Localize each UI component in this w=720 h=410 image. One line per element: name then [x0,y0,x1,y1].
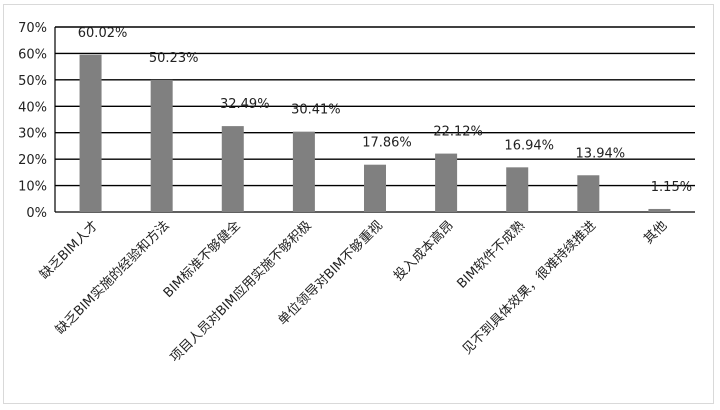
bar [221,126,244,212]
category-label: 缺乏BIM实施的经验和方法 [52,218,172,338]
bar [364,164,386,212]
bars [79,54,671,212]
y-tick-label: 50% [18,74,47,89]
category-label: 其他 [641,218,670,247]
data-label: 32.49% [220,97,270,112]
y-tick-label: 60% [18,47,47,62]
category-label: 投入成本高昂 [390,218,456,284]
data-label: 16.94% [504,138,554,153]
y-tick-label: 30% [18,127,47,142]
bar [292,131,315,212]
y-axis-ticks: 0% 10% 20% 30% 40% 50% 60% 70% [18,21,47,221]
category-labels: 缺乏BIM人才缺乏BIM实施的经验和方法BIM标准不够健全项目人员对BIM应用实… [37,218,670,366]
data-label: 13.94% [576,146,626,161]
data-labels: 60.02% 50.23% 32.49% 30.41% 17.86% 22.12% 16.9… [78,26,692,195]
data-label: 1.15% [651,180,692,195]
bar [648,208,671,212]
y-tick-label: 40% [18,100,47,115]
bar [506,167,529,212]
category-label: BIM标准不够健全 [160,218,243,301]
category-label: 缺乏BIM人才 [37,218,101,282]
bar [435,153,458,212]
y-tick-label: 10% [18,180,47,195]
data-label: 22.12% [433,125,483,140]
bar [150,79,173,212]
data-label: 60.02% [78,26,128,41]
bar [79,54,102,212]
y-tick-label: 0% [26,206,47,221]
category-label: BIM软件不成熟 [454,218,528,292]
data-label: 17.86% [362,136,412,151]
data-label: 50.23% [149,51,199,66]
bar [577,175,600,212]
y-tick-label: 70% [18,21,47,36]
category-label: 见不到具体效果，很难持续推进 [460,218,599,357]
y-tick-label: 20% [18,153,47,168]
category-label: 项目人员对BIM应用实施不够积极 [167,218,315,366]
data-label: 30.41% [291,103,341,118]
